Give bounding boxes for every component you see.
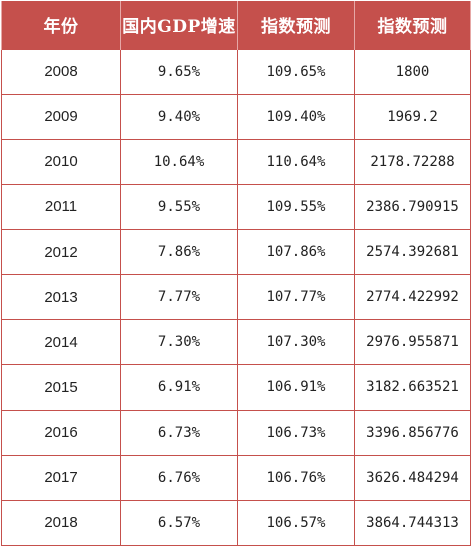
gdp-growth-cell: 7.86% (120, 228, 238, 276)
index-value-cell: 2386.790915 (354, 183, 471, 231)
index-percent-cell: 106.57% (237, 499, 355, 547)
table-row: 2013 7.77% 107.77% 2774.422992 (1, 274, 471, 321)
table-row: 2018 6.57% 106.57% 3864.744313 (1, 499, 471, 547)
table-row: 2016 6.73% 106.73% 3396.856776 (1, 409, 471, 456)
year-cell: 2018 (1, 499, 121, 547)
year-cell: 2016 (1, 409, 121, 456)
index-percent-cell: 110.64% (237, 138, 355, 185)
table-row: 2015 6.91% 106.91% 3182.663521 (1, 364, 471, 411)
index-percent-cell: 107.30% (237, 319, 355, 366)
index-value-cell: 1969.2 (354, 93, 471, 140)
index-value-cell: 2976.955871 (354, 319, 471, 366)
header-gdp-growth: 国内GDP增速 (120, 1, 238, 49)
gdp-growth-cell: 6.91% (120, 364, 238, 411)
year-cell: 2009 (1, 93, 121, 140)
table-row: 2008 9.65% 109.65% 1800 (1, 48, 471, 95)
year-cell: 2011 (1, 183, 121, 231)
table-row: 2011 9.55% 109.55% 2386.790915 (1, 183, 471, 231)
index-value-cell: 3626.484294 (354, 454, 471, 501)
table-row: 2012 7.86% 107.86% 2574.392681 (1, 228, 471, 276)
gdp-growth-cell: 10.64% (120, 138, 238, 185)
table-row: 2014 7.30% 107.30% 2976.955871 (1, 319, 471, 366)
index-value-cell: 3864.744313 (354, 499, 471, 547)
index-percent-cell: 106.91% (237, 364, 355, 411)
year-cell: 2017 (1, 454, 121, 501)
index-percent-cell: 109.55% (237, 183, 355, 231)
index-value-cell: 2774.422992 (354, 274, 471, 321)
year-cell: 2008 (1, 48, 121, 95)
index-value-cell: 3396.856776 (354, 409, 471, 456)
index-percent-cell: 107.77% (237, 274, 355, 321)
gdp-growth-cell: 7.77% (120, 274, 238, 321)
table-row: 2017 6.76% 106.76% 3626.484294 (1, 454, 471, 501)
index-percent-cell: 107.86% (237, 228, 355, 276)
index-value-cell: 2574.392681 (354, 228, 471, 276)
index-value-cell: 2178.72288 (354, 138, 471, 185)
gdp-growth-cell: 7.30% (120, 319, 238, 366)
year-cell: 2015 (1, 364, 121, 411)
index-percent-cell: 109.40% (237, 93, 355, 140)
header-index-forecast-value: 指数预测 (354, 1, 471, 49)
year-cell: 2010 (1, 138, 121, 185)
table-row: 2009 9.40% 109.40% 1969.2 (1, 93, 471, 140)
index-percent-cell: 106.73% (237, 409, 355, 456)
index-percent-cell: 109.65% (237, 48, 355, 95)
gdp-growth-cell: 9.65% (120, 48, 238, 95)
header-row: 年份 国内GDP增速 指数预测 指数预测 (1, 1, 471, 49)
table-row: 2010 10.64% 110.64% 2178.72288 (1, 138, 471, 185)
gdp-growth-cell: 6.73% (120, 409, 238, 456)
index-percent-cell: 106.76% (237, 454, 355, 501)
gdp-growth-cell: 9.40% (120, 93, 238, 140)
index-value-cell: 3182.663521 (354, 364, 471, 411)
gdp-growth-cell: 6.57% (120, 499, 238, 547)
year-cell: 2013 (1, 274, 121, 321)
year-cell: 2014 (1, 319, 121, 366)
year-cell: 2012 (1, 228, 121, 276)
index-value-cell: 1800 (354, 48, 471, 95)
gdp-growth-cell: 6.76% (120, 454, 238, 501)
header-year: 年份 (1, 1, 121, 49)
gdp-growth-cell: 9.55% (120, 183, 238, 231)
header-index-forecast: 指数预测 (237, 1, 355, 49)
